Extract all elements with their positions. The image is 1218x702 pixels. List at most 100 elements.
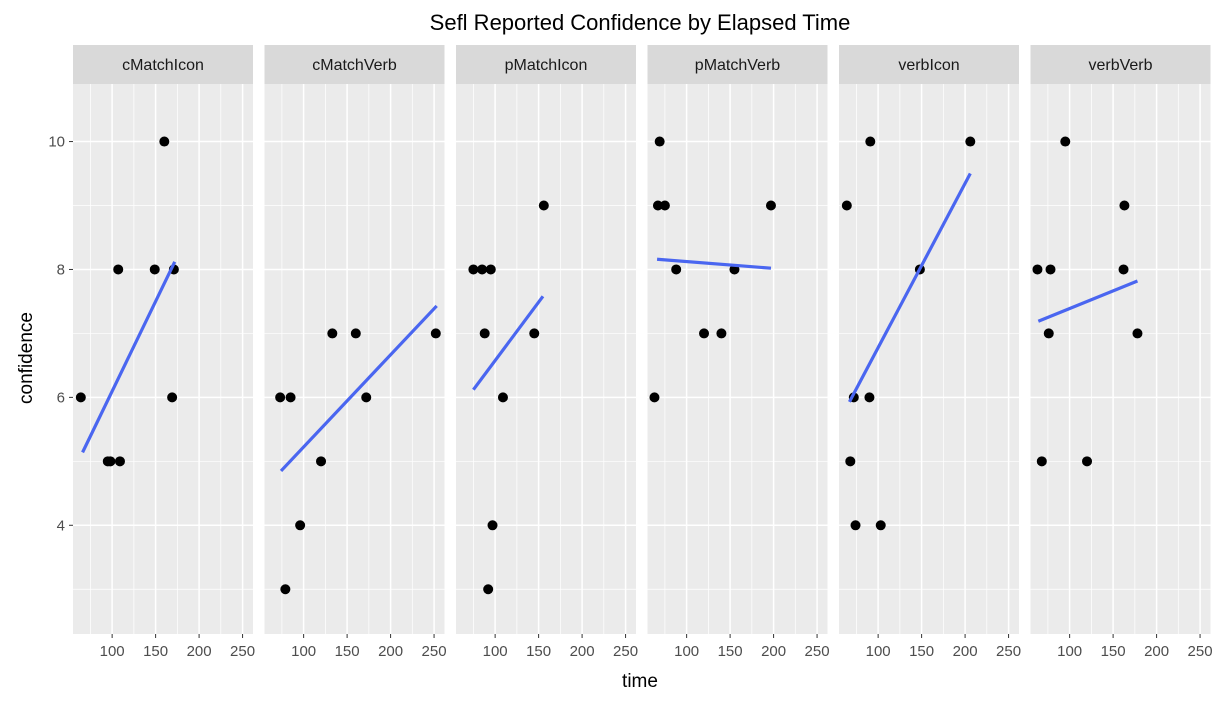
data-point [477, 264, 488, 275]
x-tick-label: 100 [291, 643, 316, 660]
fit-line [472, 295, 545, 391]
facet-cMatchIcon: cMatchIcon 100 150 200 250 [73, 45, 255, 660]
data-point [1032, 264, 1043, 275]
facet-panel [839, 84, 1019, 634]
data-point [671, 264, 682, 275]
y-tick-label: 10 [48, 134, 65, 151]
facet-strip [264, 45, 445, 84]
data-point [875, 520, 886, 531]
data-point [285, 392, 296, 403]
x-tick-label: 250 [1188, 643, 1213, 660]
x-tick-label: 250 [996, 643, 1021, 660]
x-axis-title: time [622, 671, 658, 692]
data-point [485, 264, 496, 275]
facet-cMatchVerb: cMatchVerb 100 150 200 250 [264, 45, 447, 660]
y-axis-title: confidence [16, 312, 37, 404]
x-tick-label: 100 [100, 643, 125, 660]
x-tick-label: 200 [1144, 643, 1169, 660]
data-point [113, 264, 124, 275]
data-point [275, 392, 286, 403]
x-tick-label: 150 [718, 643, 743, 660]
x-tick-label: 150 [526, 643, 551, 660]
data-point [280, 584, 291, 595]
x-tick-label: 200 [378, 643, 403, 660]
data-point [649, 392, 660, 403]
x-tick-label: 250 [230, 643, 255, 660]
x-tick-label: 200 [187, 643, 212, 660]
y-tick-label: 8 [57, 261, 65, 278]
data-point [316, 456, 327, 467]
x-tick-label: 250 [613, 643, 638, 660]
data-point [850, 520, 861, 531]
facet-strip [1030, 45, 1211, 84]
data-point [1118, 264, 1129, 275]
data-point [864, 392, 875, 403]
x-tick-label: 150 [909, 643, 934, 660]
fit-line [848, 172, 972, 403]
data-point [1043, 328, 1054, 339]
facet-pMatchVerb: pMatchVerb 100 150 200 250 [647, 45, 830, 660]
facet-pMatchIcon: pMatchIcon 100 150 200 250 [456, 45, 638, 660]
facet-verbVerb: verbVerb 100 150 200 250 [1030, 45, 1213, 660]
facet-strip-label: verbVerb [1088, 57, 1152, 74]
data-point [1036, 456, 1047, 467]
chart-title: Sefl Reported Confidence by Elapsed Time [430, 10, 851, 35]
data-point [159, 136, 170, 147]
data-point [350, 328, 361, 339]
y-tick-label: 4 [57, 517, 65, 534]
x-tick-label: 200 [953, 643, 978, 660]
data-point [841, 200, 852, 211]
data-point [1045, 264, 1056, 275]
x-tick-label: 200 [570, 643, 595, 660]
facet-panels: cMatchIcon 100 150 200 250 cMatchVerb 100 150 20… [73, 45, 1213, 660]
data-point [479, 328, 490, 339]
x-tick-label: 150 [335, 643, 360, 660]
data-point [765, 200, 776, 211]
facet-panel [264, 84, 445, 634]
x-tick-label: 100 [483, 643, 508, 660]
data-point [327, 328, 338, 339]
x-tick-label: 250 [422, 643, 447, 660]
x-tick-label: 150 [143, 643, 168, 660]
data-point [1060, 136, 1071, 147]
data-point [1132, 328, 1143, 339]
x-tick-label: 100 [866, 643, 891, 660]
facet-panel [456, 84, 636, 634]
x-tick-label: 150 [1101, 643, 1126, 660]
x-tick-label: 100 [1057, 643, 1082, 660]
y-axis: 4 6 8 10 [48, 134, 73, 534]
data-point [75, 392, 86, 403]
data-point [487, 520, 498, 531]
facet-strip [839, 45, 1019, 84]
data-point [497, 392, 508, 403]
x-tick-label: 250 [805, 643, 830, 660]
data-point [483, 584, 494, 595]
facet-panel [1030, 84, 1211, 634]
fit-line [81, 261, 177, 454]
data-point [716, 328, 727, 339]
data-point [652, 200, 663, 211]
facet-panel [647, 84, 828, 634]
fit-line [656, 257, 772, 270]
facet-verbIcon: verbIcon 100 150 200 250 [839, 45, 1021, 660]
data-point [468, 264, 479, 275]
facet-strip-label: verbIcon [898, 57, 959, 74]
facet-panel [73, 84, 253, 634]
data-point [529, 328, 540, 339]
data-point [538, 200, 549, 211]
data-point [1119, 200, 1130, 211]
data-point [699, 328, 710, 339]
data-point [845, 456, 856, 467]
data-point [865, 136, 876, 147]
data-point [654, 136, 665, 147]
data-point [430, 328, 441, 339]
data-point [295, 520, 306, 531]
facet-strip [647, 45, 828, 84]
facet-strip-label: pMatchIcon [505, 57, 588, 74]
fit-line [1037, 279, 1139, 323]
data-point [361, 392, 372, 403]
y-tick-label: 6 [57, 389, 65, 406]
data-point [114, 456, 125, 467]
data-point [659, 200, 670, 211]
